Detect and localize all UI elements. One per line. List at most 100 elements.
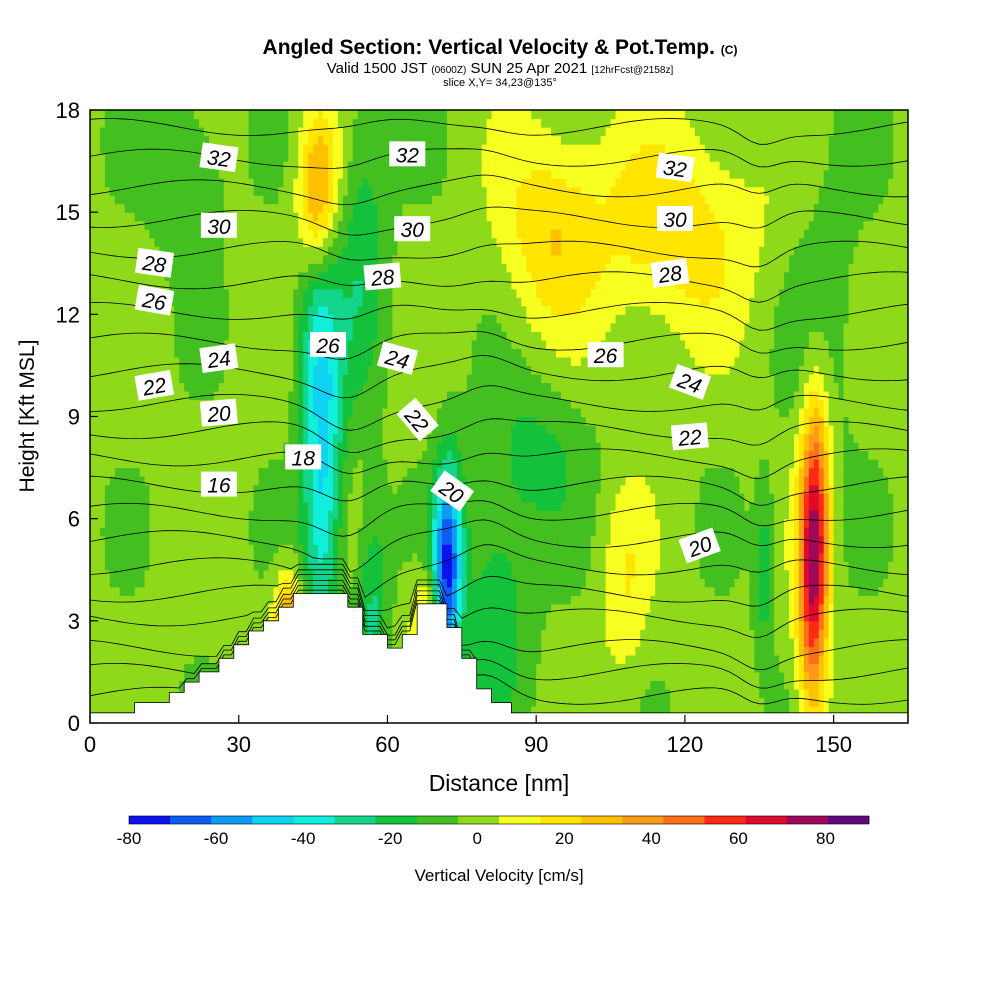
velocity-cell: [427, 152, 433, 162]
velocity-cell: [288, 280, 294, 290]
velocity-cell: [124, 697, 131, 707]
velocity-cell: [233, 578, 240, 588]
velocity-cell: [417, 382, 423, 392]
velocity-cell: [164, 178, 170, 188]
velocity-cell: [273, 535, 279, 545]
velocity-cell: [248, 373, 255, 384]
velocity-cell: [149, 680, 156, 690]
velocity-cell: [263, 373, 270, 384]
velocity-cell: [283, 314, 289, 324]
velocity-cell: [204, 186, 210, 196]
velocity-cell: [412, 118, 418, 128]
velocity-cell: [362, 544, 369, 554]
velocity-cell: [352, 467, 359, 477]
velocity-cell: [248, 135, 255, 145]
velocity-cell: [139, 407, 146, 418]
velocity-cell: [288, 305, 294, 315]
velocity-cell: [313, 467, 319, 477]
velocity-cell: [283, 535, 289, 545]
velocity-cell: [169, 595, 175, 605]
velocity-cell: [233, 127, 240, 137]
velocity-cell: [139, 603, 146, 613]
velocity-cell: [169, 442, 175, 452]
velocity-cell: [129, 578, 136, 588]
velocity-cell: [104, 382, 111, 392]
velocity-cell: [258, 169, 265, 179]
forecast-info: [12hrFcst@2158z]: [591, 65, 674, 76]
velocity-cell: [268, 561, 275, 571]
velocity-cell: [313, 203, 319, 213]
velocity-cell: [327, 263, 334, 273]
velocity-cell: [352, 212, 359, 222]
velocity-cell: [233, 493, 240, 503]
velocity-cell: [342, 305, 349, 315]
velocity-cell: [253, 297, 260, 307]
velocity-cell: [243, 237, 250, 247]
velocity-cell: [253, 263, 260, 273]
velocity-cell: [184, 544, 190, 554]
velocity-cell: [179, 195, 185, 205]
velocity-cell: [94, 331, 101, 341]
velocity-cell: [169, 510, 175, 520]
velocity-cell: [323, 118, 329, 128]
velocity-cell: [208, 288, 215, 298]
velocity-cell: [124, 646, 131, 656]
velocity-cell: [367, 442, 374, 452]
velocity-cell: [402, 118, 408, 128]
velocity-cell: [417, 118, 423, 128]
velocity-cell: [139, 586, 146, 596]
velocity-cell: [164, 612, 170, 622]
velocity-cell: [104, 212, 111, 222]
velocity-cell: [352, 135, 359, 145]
velocity-cell: [164, 425, 170, 435]
velocity-cell: [337, 527, 344, 537]
velocity-cell: [402, 186, 408, 196]
velocity-cell: [99, 484, 106, 494]
velocity-cell: [253, 237, 260, 247]
velocity-cell: [184, 493, 190, 503]
velocity-cell: [412, 127, 418, 137]
velocity-cell: [169, 663, 175, 673]
velocity-cell: [174, 161, 180, 171]
velocity-cell: [233, 620, 240, 630]
velocity-cell: [253, 373, 260, 384]
velocity-cell: [357, 442, 364, 452]
velocity-cell: [174, 339, 180, 349]
velocity-cell: [164, 697, 170, 707]
velocity-cell: [184, 220, 190, 230]
velocity-cell: [104, 527, 111, 537]
velocity-cell: [407, 518, 413, 528]
velocity-cell: [169, 373, 175, 384]
velocity-cell: [189, 476, 195, 486]
velocity-cell: [278, 476, 284, 486]
velocity-cell: [392, 399, 398, 409]
velocity-cell: [327, 501, 334, 511]
velocity-cell: [90, 135, 96, 145]
velocity-cell: [208, 552, 215, 562]
velocity-cell: [199, 518, 205, 528]
velocity-cell: [139, 339, 146, 349]
velocity-cell: [104, 365, 111, 375]
velocity-cell: [357, 433, 364, 443]
velocity-cell: [402, 527, 408, 537]
velocity-cell: [362, 578, 369, 588]
velocity-cell: [194, 178, 200, 188]
velocity-cell: [362, 356, 369, 367]
velocity-cell: [243, 135, 250, 145]
velocity-cell: [208, 544, 215, 554]
velocity-cell: [129, 161, 136, 171]
velocity-cell: [318, 161, 324, 171]
velocity-cell: [372, 314, 379, 324]
velocity-cell: [134, 518, 141, 528]
velocity-cell: [109, 544, 116, 554]
velocity-cell: [174, 348, 180, 358]
velocity-cell: [169, 646, 175, 656]
velocity-cell: [134, 305, 141, 315]
velocity-cell: [154, 356, 161, 367]
velocity-cell: [422, 450, 428, 460]
velocity-cell: [99, 663, 106, 673]
velocity-cell: [144, 578, 151, 588]
velocity-cell: [367, 178, 374, 188]
velocity-cell: [397, 442, 403, 452]
velocity-cell: [233, 339, 240, 349]
